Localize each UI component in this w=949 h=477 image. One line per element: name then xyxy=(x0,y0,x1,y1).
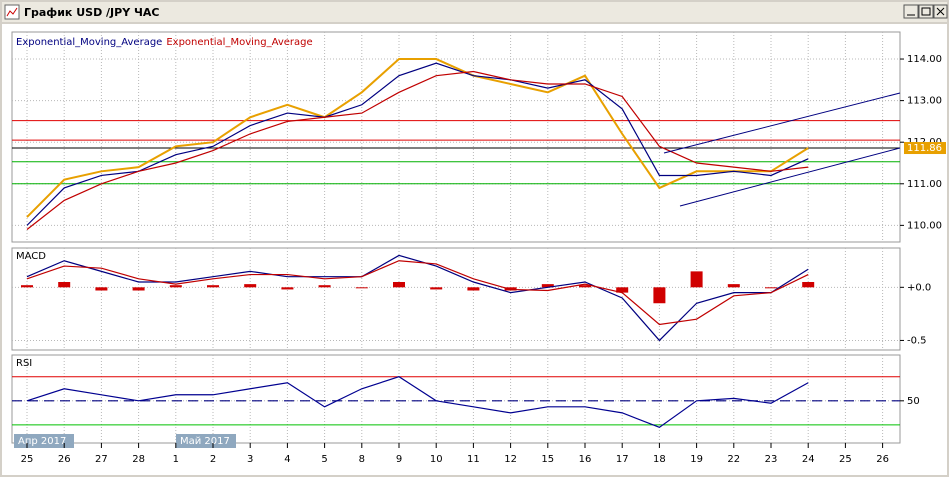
series-line xyxy=(26,260,809,326)
x-tick-label: 5 xyxy=(321,454,327,465)
y-tick-label: 50 xyxy=(907,396,920,407)
x-tick-label: 11 xyxy=(467,454,480,465)
x-tick-label: 3 xyxy=(247,454,253,465)
y-tick-label: 114.00 xyxy=(907,54,942,65)
histogram-bar xyxy=(95,287,108,291)
panel-title: MACD xyxy=(16,251,46,262)
histogram-bar xyxy=(244,284,257,288)
x-tick-label: 16 xyxy=(579,454,592,465)
panel-frame xyxy=(11,354,901,444)
x-tick-label: 17 xyxy=(616,454,629,465)
y-tick-label: 110.00 xyxy=(907,220,942,231)
y-tick-label: 111.00 xyxy=(907,179,942,190)
series-line xyxy=(26,376,809,429)
month-label: Апр 2017 xyxy=(18,436,66,447)
histogram-bar xyxy=(132,287,145,291)
histogram-bar xyxy=(727,284,740,288)
x-tick-label: 24 xyxy=(802,454,815,465)
month-box xyxy=(176,434,236,448)
maximize-button[interactable] xyxy=(918,4,934,19)
histogram-bar xyxy=(169,285,182,288)
histogram-bar xyxy=(207,285,219,288)
x-tick-label: 10 xyxy=(430,454,443,465)
last-price-label: 111.86 xyxy=(907,143,942,154)
histogram-bar xyxy=(616,287,629,293)
histogram-bar xyxy=(653,287,666,304)
x-tick-label: 19 xyxy=(690,454,703,465)
histogram-bar xyxy=(541,284,554,288)
window-title: График USD /JPY ЧАС xyxy=(24,6,159,19)
histogram-bar xyxy=(393,282,405,288)
x-tick-label: 2 xyxy=(210,454,216,465)
histogram-bar xyxy=(430,287,443,290)
panel-frame xyxy=(11,247,901,351)
title-bar xyxy=(2,2,947,22)
x-tick-label: 25 xyxy=(839,454,852,465)
last-price-box xyxy=(904,142,946,155)
y-tick-label: +0.0 xyxy=(907,282,931,293)
legend-entry: Exponential_Moving_Average xyxy=(166,37,312,48)
channel-line-upper xyxy=(663,92,901,154)
month-label: Май 2017 xyxy=(180,436,230,447)
legend-entry: Exponential_Moving_Average xyxy=(16,37,162,48)
y-tick-label: 113.00 xyxy=(907,96,942,107)
close-glyph xyxy=(936,7,945,16)
x-tick-label: 25 xyxy=(21,454,34,465)
x-tick-label: 9 xyxy=(396,454,402,465)
channel-line-lower xyxy=(679,147,901,207)
x-tick-label: 15 xyxy=(541,454,554,465)
series-line xyxy=(26,62,809,226)
histogram-bar xyxy=(355,287,368,289)
minimize-button[interactable] xyxy=(903,4,919,19)
x-tick-label: 26 xyxy=(876,454,889,465)
histogram-bar xyxy=(58,282,71,288)
x-tick-label: 1 xyxy=(173,454,179,465)
histogram-bar xyxy=(467,287,480,291)
panel-title: RSI xyxy=(16,358,32,369)
x-tick-label: 18 xyxy=(653,454,666,465)
x-tick-label: 28 xyxy=(132,454,145,465)
x-tick-label: 12 xyxy=(504,454,517,465)
histogram-bar xyxy=(690,271,703,288)
chart-layers: 110.00111.00112.00113.00114.00111.86Expo… xyxy=(11,31,946,465)
month-box xyxy=(14,434,74,448)
x-tick-label: 27 xyxy=(95,454,108,465)
x-tick-label: 23 xyxy=(765,454,778,465)
window-buttons[interactable] xyxy=(903,4,948,19)
maximize-glyph xyxy=(921,7,931,16)
series-line xyxy=(26,70,809,230)
y-tick-label: -0.5 xyxy=(907,335,927,346)
histogram-bar xyxy=(802,282,815,288)
histogram-bar xyxy=(281,287,294,290)
histogram-bar xyxy=(21,285,33,288)
window-icon-glyph xyxy=(6,7,18,17)
window-icon xyxy=(4,4,20,20)
histogram-bar xyxy=(765,287,777,289)
panel-frame xyxy=(11,31,901,243)
series-line xyxy=(26,58,809,218)
x-tick-label: 26 xyxy=(58,454,71,465)
histogram-bar xyxy=(579,285,591,288)
x-tick-label: 8 xyxy=(359,454,365,465)
x-tick-label: 22 xyxy=(727,454,740,465)
histogram-bar xyxy=(318,285,331,288)
x-tick-label: 4 xyxy=(284,454,290,465)
